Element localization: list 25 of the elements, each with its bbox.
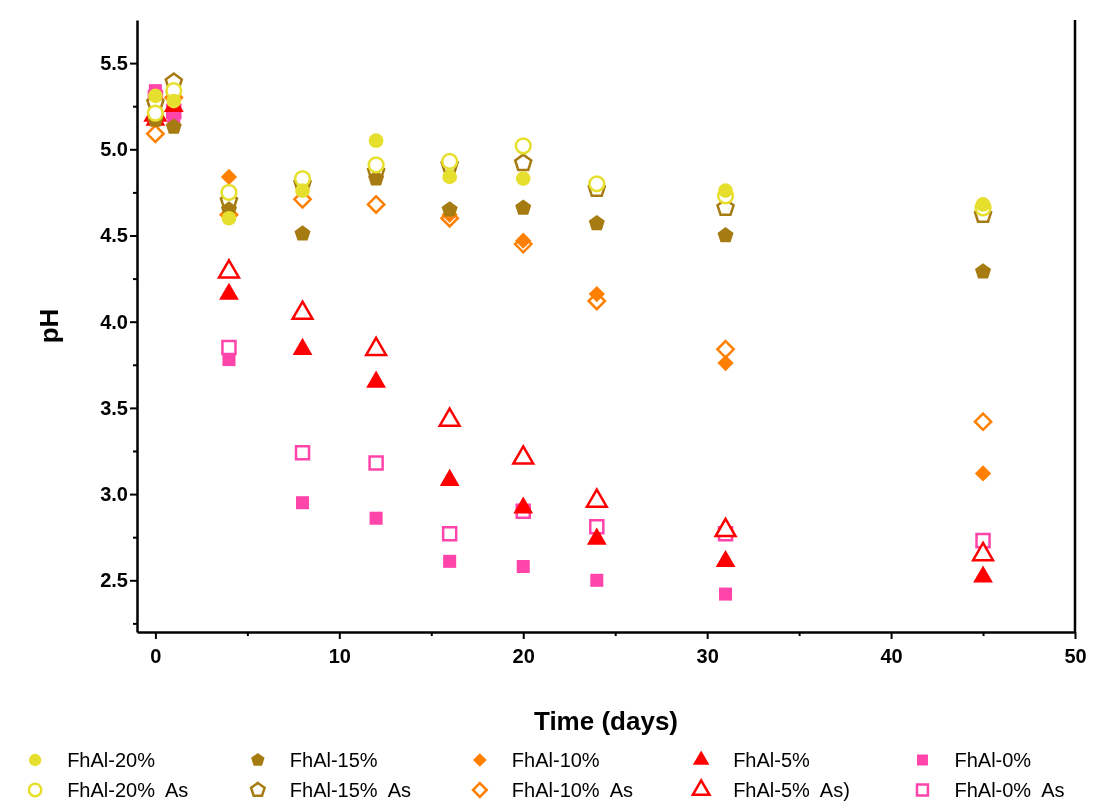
- legend-label: FhAl-15% As: [289, 779, 412, 801]
- y-tick-label: 4.0: [100, 310, 128, 333]
- y-tick-label: 4.5: [100, 224, 128, 247]
- legend-label: FhAl-20%: [67, 749, 156, 771]
- legend-label: FhAl-5% As): [733, 779, 850, 801]
- y-tick-label: 3.5: [100, 396, 128, 419]
- legend-label: FhAl-20% As: [67, 779, 189, 801]
- x-tick-label: 30: [696, 645, 719, 667]
- x-tick-label: 40: [880, 645, 903, 667]
- y-tick-label: 5.5: [100, 52, 128, 74]
- y-tick-label: 2.5: [100, 569, 128, 592]
- legend-label: FhAl-0%: [954, 749, 1032, 771]
- x-axis-title: Time (days): [533, 706, 679, 736]
- y-tick-label: 3.0: [100, 482, 128, 505]
- x-tick-label: 50: [1064, 645, 1087, 667]
- x-tick-label: 10: [328, 645, 351, 667]
- y-tick-label: 5.0: [100, 138, 128, 161]
- legend-label: FhAl-0% As: [954, 779, 1065, 801]
- x-tick-label: 20: [512, 645, 535, 667]
- legend-label: FhAl-15%: [289, 749, 378, 771]
- legend-label: FhAl-10%: [511, 749, 600, 771]
- legend-label: FhAl-10% As: [511, 779, 634, 801]
- y-axis-title: pH: [34, 308, 64, 344]
- legend-label: FhAl-5%: [733, 749, 811, 771]
- x-tick-label: 0: [150, 645, 162, 667]
